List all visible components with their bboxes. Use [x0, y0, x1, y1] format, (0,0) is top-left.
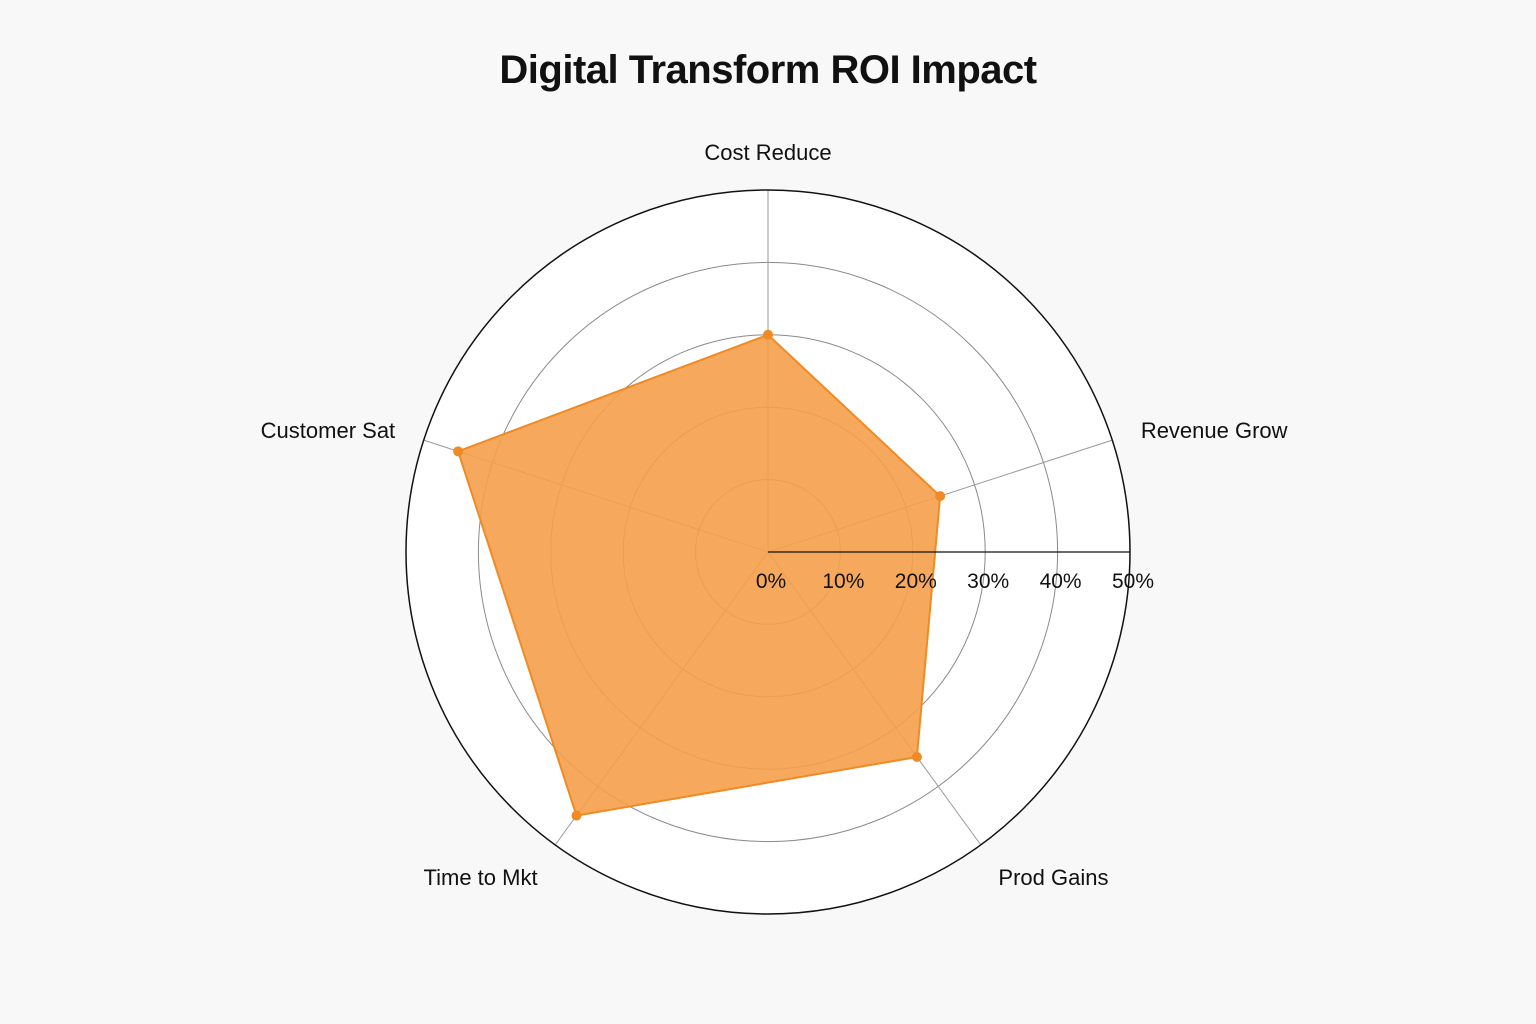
chart-title: Digital Transform ROI Impact [499, 48, 1037, 92]
axis-labels: Cost Reduce Revenue Grow Prod Gains Time to… [261, 140, 1288, 890]
axis-label-3: Time to Mkt [423, 865, 537, 890]
axis-label-4: Customer Sat [261, 418, 396, 443]
tick-label-0: 0% [756, 570, 786, 593]
axis-label-2: Prod Gains [998, 865, 1108, 890]
tick-label-5: 50% [1112, 570, 1154, 593]
data-point-0 [763, 329, 773, 340]
data-point-3 [571, 810, 582, 821]
axis-label-1: Revenue Grow [1141, 418, 1288, 443]
tick-label-1: 10% [822, 570, 864, 593]
tick-label-2: 20% [895, 570, 937, 593]
series-area-0 [456, 333, 942, 817]
axis-label-0: Cost Reduce [704, 140, 831, 165]
outer-frame [405, 189, 1131, 915]
tick-label-3: 30% [967, 570, 1009, 593]
data-point-1 [935, 491, 946, 502]
series-layer [453, 329, 946, 821]
tick-label-4: 40% [1040, 570, 1082, 593]
data-point-2 [911, 752, 922, 763]
tick-labels: 0% 10% 20% 30% 40% 50% [756, 570, 1154, 593]
data-point-4 [453, 446, 464, 457]
